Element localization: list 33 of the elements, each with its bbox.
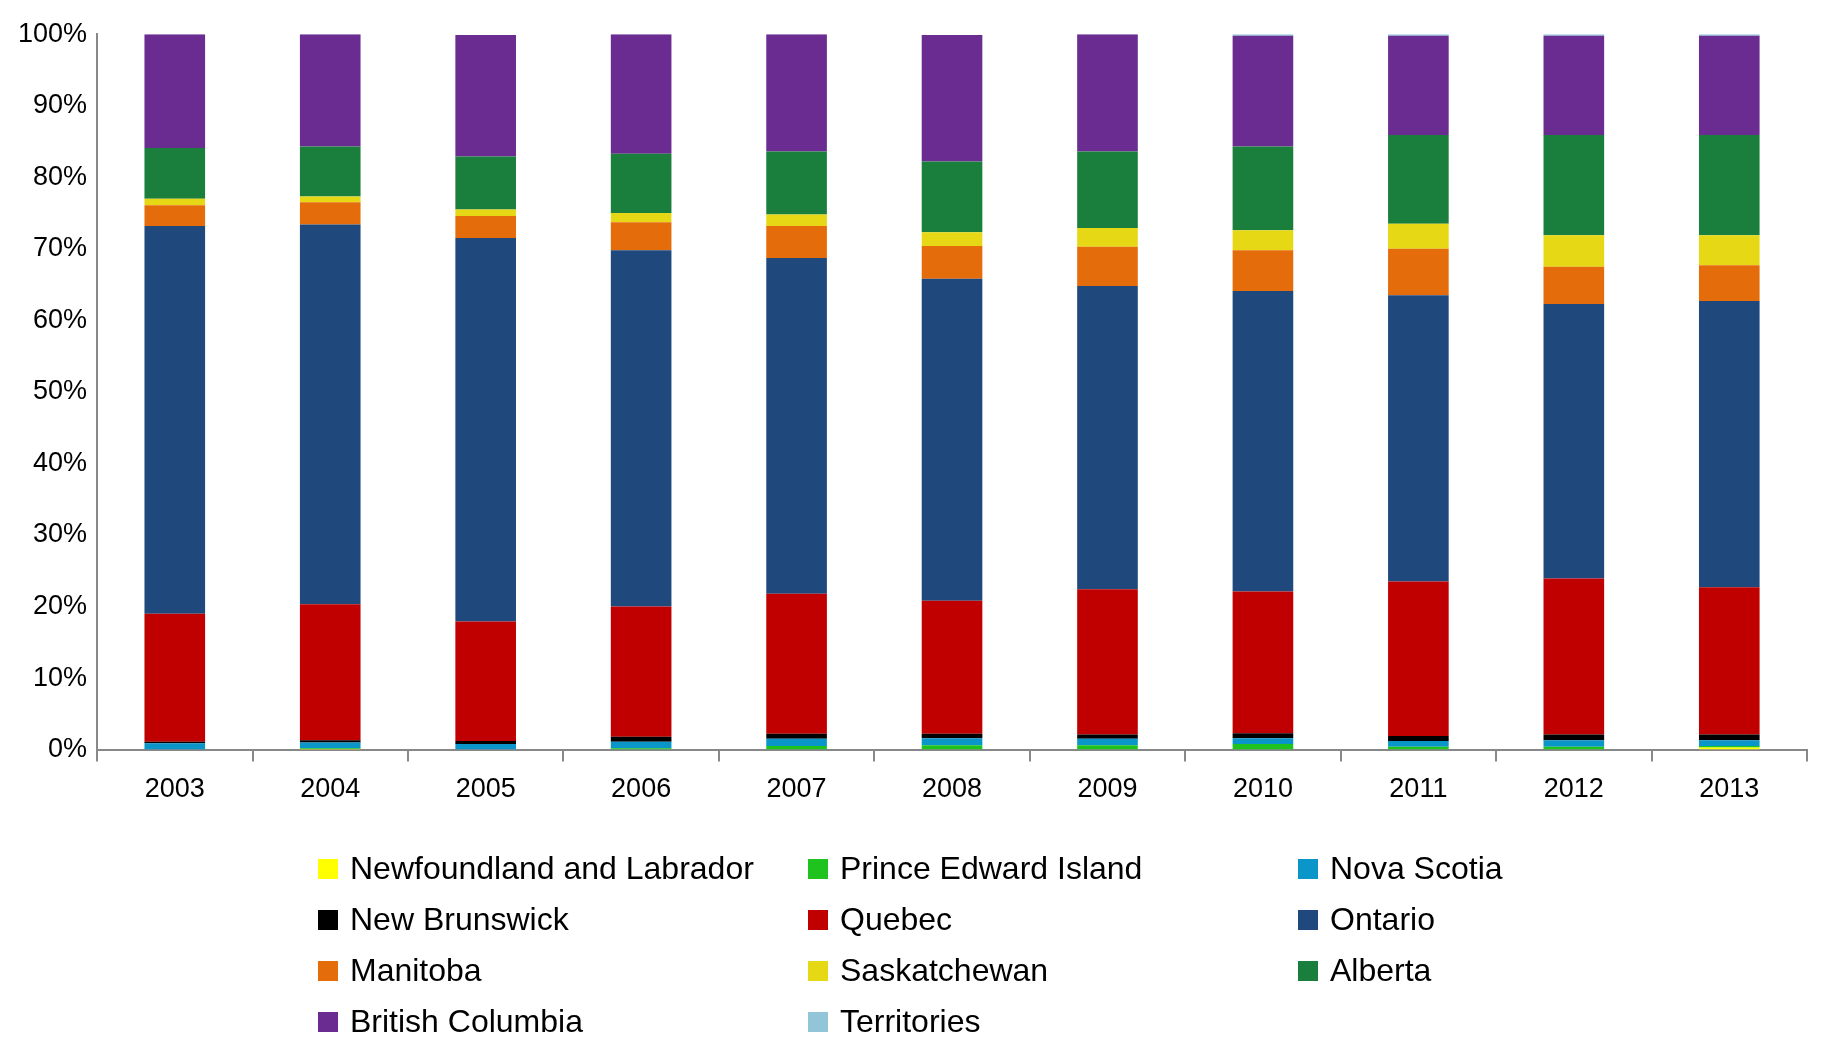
x-tick-label: 2006 <box>611 773 672 804</box>
x-tick-label: 2004 <box>300 773 361 804</box>
y-tick-label: 100% <box>17 17 88 48</box>
legend-label: Territories <box>840 1003 981 1040</box>
y-tick-label: 50% <box>33 375 88 406</box>
legend-label: Manitoba <box>350 952 482 989</box>
legend-label: Prince Edward Island <box>840 850 1143 887</box>
legend-label: British Columbia <box>350 1003 583 1040</box>
legend-label: Saskatchewan <box>840 952 1049 989</box>
x-tick-label: 2007 <box>766 773 827 804</box>
y-tick-label: 30% <box>33 518 88 549</box>
y-tick-label: 80% <box>33 160 88 191</box>
x-tick-label: 2009 <box>1077 773 1138 804</box>
y-tick-label: 70% <box>33 232 88 263</box>
y-tick-label: 20% <box>33 589 88 620</box>
y-tick-label: 0% <box>48 733 88 764</box>
y-tick-label: 90% <box>33 89 88 120</box>
y-tick-label: 10% <box>33 661 88 692</box>
x-tick-label: 2003 <box>144 773 205 804</box>
y-tick-label: 60% <box>33 303 88 334</box>
legend-label: Nova Scotia <box>1330 850 1503 887</box>
y-tick-label: 40% <box>33 446 88 477</box>
x-tick-label: 2011 <box>1389 773 1448 804</box>
legend-label: Quebec <box>840 901 953 938</box>
legend-label: Ontario <box>1330 901 1435 938</box>
x-tick-label: 2005 <box>455 773 516 804</box>
x-tick-label: 2010 <box>1232 773 1293 804</box>
legend-label: New Brunswick <box>350 901 569 938</box>
x-tick-label: 2013 <box>1699 773 1760 804</box>
x-tick-label: 2012 <box>1543 773 1604 804</box>
legend-label: Newfoundland and Labrador <box>350 850 754 887</box>
x-tick-label: 2008 <box>921 773 983 804</box>
legend-label: Alberta <box>1330 952 1432 989</box>
